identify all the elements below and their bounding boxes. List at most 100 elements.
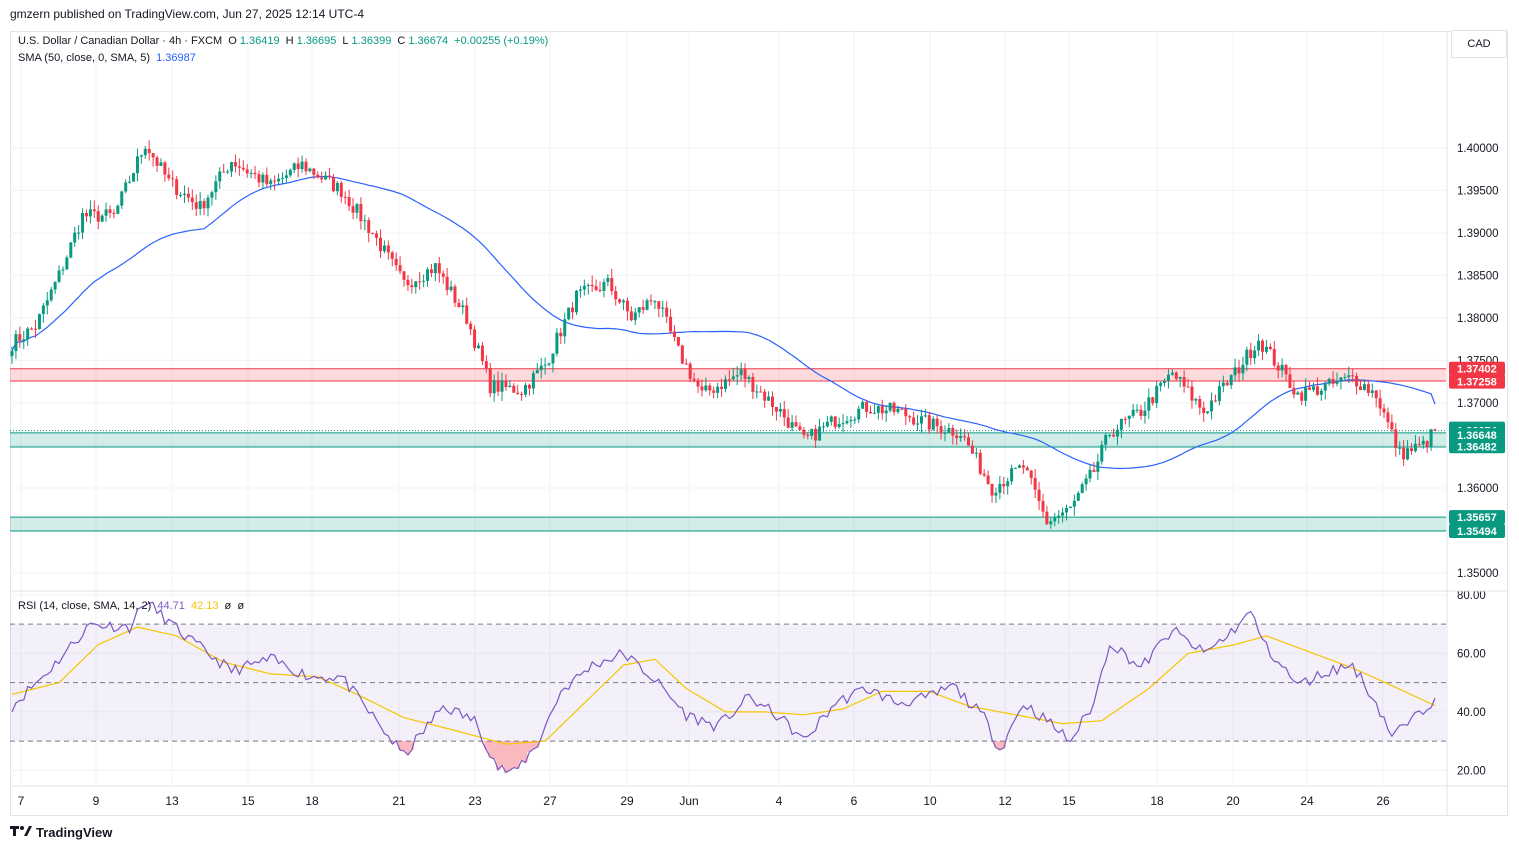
x-tick-label: 7	[18, 794, 25, 808]
candle-body	[794, 422, 798, 427]
candle-body	[312, 168, 316, 175]
candle-body	[96, 211, 100, 222]
candle-body	[669, 316, 673, 332]
rsi-legend[interactable]: RSI (14, close, SMA, 14, 2) 44.71 42.13 …	[18, 600, 247, 612]
support-zone	[10, 517, 1446, 531]
candle-body	[1417, 443, 1421, 445]
x-tick-label: 12	[998, 794, 1012, 808]
candle-body	[10, 351, 14, 357]
candle-body	[1233, 367, 1237, 376]
resistance-label-1: 1.37402	[1457, 364, 1497, 376]
candle-body	[645, 300, 649, 310]
high-label: H	[285, 35, 294, 47]
brand[interactable]: TradingView	[10, 824, 112, 840]
candle-body	[1308, 387, 1312, 390]
x-tick-label: 29	[620, 794, 634, 808]
candle-body	[931, 418, 935, 430]
currency-selector[interactable]: CAD	[1451, 30, 1507, 58]
candle-body	[1280, 364, 1284, 371]
candle-body	[1088, 469, 1092, 479]
sma-label: SMA (50, close, 0, SMA, 5)	[18, 52, 151, 64]
candle-body	[727, 379, 731, 381]
candle-body	[1374, 390, 1378, 399]
candle-body	[888, 402, 892, 411]
candle-body	[990, 483, 994, 496]
y-tick-label: 1.36000	[1457, 483, 1499, 495]
candle-body	[237, 166, 241, 168]
candle-body	[720, 386, 724, 389]
candle-body	[1068, 506, 1072, 508]
candle-body	[222, 171, 226, 173]
candle-body	[339, 182, 343, 197]
candle-body	[531, 373, 535, 389]
candle-body	[1276, 365, 1280, 371]
candle-body	[449, 286, 453, 291]
candle-body	[406, 279, 410, 286]
candle-body	[774, 406, 778, 412]
candle-body	[1394, 429, 1398, 449]
candle-body	[896, 408, 900, 413]
candle-body	[1347, 375, 1351, 378]
candle-body	[547, 363, 551, 365]
candle-body	[1300, 392, 1304, 401]
support-label-1-bg	[1449, 428, 1505, 443]
candle-body	[1151, 397, 1155, 404]
resistance-label-2-bg	[1449, 374, 1505, 389]
candle-body	[324, 175, 328, 180]
candle-body	[84, 213, 88, 217]
y-tick-label: 1.35000	[1457, 568, 1499, 580]
candle-body	[1315, 386, 1319, 395]
candle-body	[543, 364, 547, 366]
candle-body	[1065, 507, 1069, 513]
candle-body	[786, 417, 790, 428]
grid	[10, 31, 1446, 785]
candle-body	[1253, 350, 1257, 359]
candle-body	[386, 245, 390, 253]
candle-body	[1264, 346, 1268, 352]
candle-body	[676, 336, 680, 346]
candle-body	[316, 174, 320, 178]
candle-body	[1100, 444, 1104, 462]
candle-body	[457, 302, 461, 308]
candle-body	[194, 202, 198, 209]
candle-body	[1245, 349, 1249, 365]
candle-body	[139, 155, 143, 157]
candle-body	[574, 290, 578, 313]
candle-body	[402, 271, 406, 280]
candle-body	[500, 380, 504, 392]
candle-body	[465, 305, 469, 324]
candle-body	[771, 396, 775, 407]
symbol-legend[interactable]: U.S. Dollar / Canadian Dollar · 4h · FXC…	[18, 35, 551, 47]
candle-body	[1413, 443, 1417, 452]
candle-body	[1406, 448, 1410, 460]
support-label-2-bg	[1449, 439, 1505, 454]
candle-body	[1319, 390, 1323, 395]
sma-legend[interactable]: SMA (50, close, 0, SMA, 5) 1.36987	[18, 52, 199, 64]
candle-body	[1229, 375, 1233, 386]
candle-body	[1041, 501, 1045, 512]
candle-body	[108, 209, 112, 213]
candle-body	[453, 286, 457, 303]
y-tick-label: 1.38500	[1457, 270, 1499, 282]
candle-body	[422, 280, 426, 282]
rsi-oversold-fill	[390, 741, 1073, 773]
candle-body	[586, 284, 590, 286]
candle-body	[943, 432, 947, 434]
candle-body	[1382, 408, 1386, 413]
candle-body	[410, 285, 414, 288]
candle-body	[163, 162, 167, 175]
candle-body	[328, 175, 332, 177]
candle-body	[1092, 469, 1096, 472]
candle-body	[241, 167, 245, 170]
candle-body	[1359, 386, 1363, 391]
candle-body	[206, 197, 210, 209]
rsi-pane	[10, 601, 1446, 774]
candle-body	[665, 307, 669, 317]
candle-body	[292, 163, 296, 170]
candle-body	[273, 180, 277, 182]
candle-body	[1037, 489, 1041, 502]
candle-body	[551, 353, 555, 364]
candle-body	[1433, 429, 1437, 431]
candle-body	[179, 194, 183, 196]
